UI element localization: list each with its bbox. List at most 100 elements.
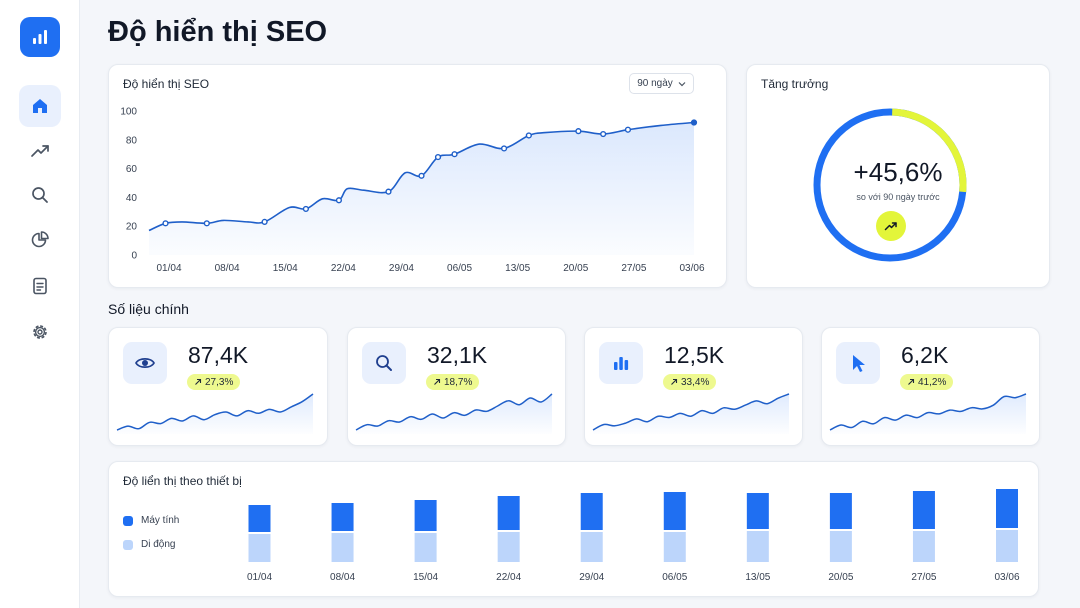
x-tick-label: 01/04 [156, 263, 181, 274]
x-tick-label: 13/05 [505, 263, 530, 274]
metric-sparkline [829, 393, 1027, 434]
metric-icon-box [836, 342, 880, 384]
metric-card-views[interactable]: 87,4K 27,3% [108, 327, 328, 446]
data-point [434, 153, 442, 161]
bar-desktop [248, 505, 271, 532]
metric-value: 12,5K [664, 342, 725, 368]
metric-card-searches[interactable]: 32,1K 18,7% [347, 327, 566, 446]
metric-value: 32,1K [427, 342, 488, 368]
arrow-up-right-icon [195, 378, 202, 385]
sidebar-item-trends[interactable] [19, 130, 61, 172]
bar-mobile [996, 530, 1018, 562]
x-tick-label: 03/06 [994, 572, 1019, 583]
metric-value: 6,2K [901, 342, 949, 368]
sparkline-line [355, 393, 553, 431]
bar-mobile [497, 532, 520, 562]
data-point [302, 205, 309, 213]
sidebar-item-search[interactable] [19, 174, 61, 216]
x-tick-label: 29/04 [579, 572, 604, 583]
bar-mobile [746, 531, 769, 562]
x-tick-label: 06/05 [447, 263, 472, 274]
sidebar-item-documents[interactable] [19, 265, 61, 307]
x-tick-label: 27/05 [911, 572, 936, 583]
data-point [600, 130, 607, 138]
metric-change-value: 27,3% [205, 376, 234, 388]
bar-desktop [580, 493, 603, 530]
bar-desktop [414, 500, 437, 531]
seo-visibility-chart: 0 20 40 60 80 100 01/04 08/04 15/04 22/04 29/04 06/… [120, 107, 705, 275]
range-select[interactable]: 90 ngày [629, 73, 694, 94]
x-tick-label: 08/04 [330, 572, 355, 583]
pie-chart-icon [31, 231, 49, 248]
x-tick-label: 20/05 [828, 572, 853, 583]
legend-swatch [123, 515, 133, 526]
data-point [451, 151, 458, 158]
data-point [575, 128, 582, 135]
data-point [203, 220, 210, 227]
sparkline-area [117, 394, 313, 434]
sparkline-line [116, 393, 314, 431]
metric-sparkline [355, 393, 553, 434]
metrics-section-title: Số liệu chính [108, 301, 189, 317]
bar-mobile [912, 531, 935, 562]
metric-change-badge: 18,7% [426, 374, 480, 390]
data-point-latest [691, 119, 697, 126]
legend-item-mobile: Di động [123, 539, 175, 550]
trending-up-icon [884, 222, 897, 231]
sidebar-item-reports[interactable] [19, 219, 61, 261]
line-area-fill [149, 122, 694, 255]
growth-ring [813, 108, 967, 262]
bar-mobile [663, 532, 686, 562]
x-tick-label: 15/04 [273, 263, 298, 274]
metric-change-badge: 33,4% [663, 374, 717, 390]
sparkline-line [829, 393, 1027, 431]
metric-sparkline [116, 393, 314, 434]
sparkline-area [593, 394, 789, 434]
bar-mobile [580, 532, 603, 562]
legend-label: Di động [141, 539, 176, 550]
data-point [624, 126, 632, 133]
eye-icon [135, 358, 155, 368]
bar-desktop [996, 489, 1018, 528]
data-point [162, 220, 169, 227]
metric-icon-box [362, 342, 406, 384]
growth-card: Tăng trưởng +45,6% so với 90 ngày trước [746, 64, 1050, 288]
growth-subtitle: so với 90 ngày trước [856, 192, 940, 202]
range-select-value: 90 ngày [637, 78, 673, 89]
data-point [385, 188, 392, 195]
metric-card-clicks[interactable]: 6,2K 41,2% [821, 327, 1040, 446]
bar-chart-icon [33, 30, 47, 44]
metric-change-value: 33,4% [681, 376, 710, 388]
x-tick-label: 22/04 [331, 263, 356, 274]
bar-desktop [829, 493, 852, 529]
y-tick-label: 100 [120, 107, 137, 118]
ring-highlight [892, 108, 967, 193]
bar-desktop [912, 491, 935, 529]
app-logo[interactable] [20, 17, 60, 57]
x-tick-label: 20/05 [563, 263, 588, 274]
growth-trend-button[interactable] [876, 211, 906, 241]
growth-value: +45,6% [853, 157, 943, 187]
sidebar [0, 0, 80, 608]
metric-change-badge: 27,3% [187, 374, 241, 390]
sparkline-area [830, 394, 1026, 434]
legend-label: Máy tính [141, 515, 180, 526]
device-card-title: Độ liển thị theo thiết bị [123, 474, 242, 488]
metric-change-value: 41,2% [918, 376, 947, 388]
y-tick-label: 80 [126, 135, 138, 146]
sidebar-item-home[interactable] [19, 85, 61, 127]
y-tick-label: 40 [126, 193, 138, 204]
data-point [261, 218, 268, 225]
gear-icon [33, 325, 47, 339]
bar-desktop [746, 493, 769, 529]
sparkline-area [356, 394, 552, 434]
y-tick-label: 0 [131, 251, 137, 262]
x-tick-label: 01/04 [247, 572, 272, 583]
bar-desktop [331, 503, 354, 531]
data-point [500, 145, 508, 152]
x-tick-label: 15/04 [413, 572, 438, 583]
sidebar-item-settings[interactable] [19, 311, 61, 353]
bar-chart-icon [614, 357, 629, 370]
metric-card-analytics[interactable]: 12,5K 33,4% [584, 327, 803, 446]
metric-sparkline [592, 393, 790, 434]
